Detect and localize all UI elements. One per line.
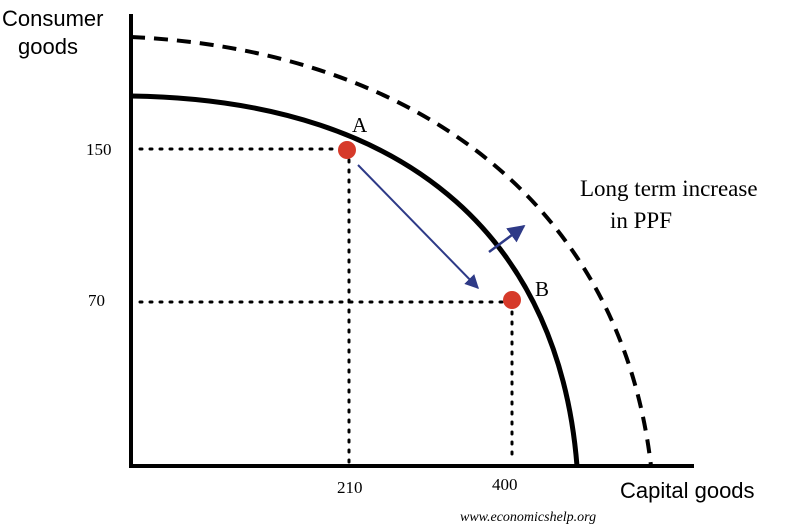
y-tick-70: 70	[88, 291, 105, 310]
shift-arrow	[488, 224, 526, 254]
movement-arrow-a-to-b	[357, 164, 479, 290]
y-axis-label-line1: Consumer	[2, 6, 103, 31]
point-a-label: A	[352, 113, 368, 137]
credit-text: www.economicshelp.org	[460, 510, 596, 525]
x-axis-label: Capital goods	[620, 478, 755, 503]
x-tick-400: 400	[492, 475, 518, 494]
y-tick-150: 150	[86, 140, 112, 159]
point-b-label: B	[535, 277, 549, 301]
annotation-line1: Long term increase	[580, 176, 758, 201]
x-tick-210: 210	[337, 478, 363, 497]
point-a	[338, 141, 356, 159]
ppf-current-curve	[130, 93, 580, 467]
point-b	[503, 291, 521, 309]
annotation-line2: in PPF	[610, 208, 672, 233]
y-axis-label-line2: goods	[18, 34, 78, 59]
ppf-future-curve	[130, 35, 653, 467]
